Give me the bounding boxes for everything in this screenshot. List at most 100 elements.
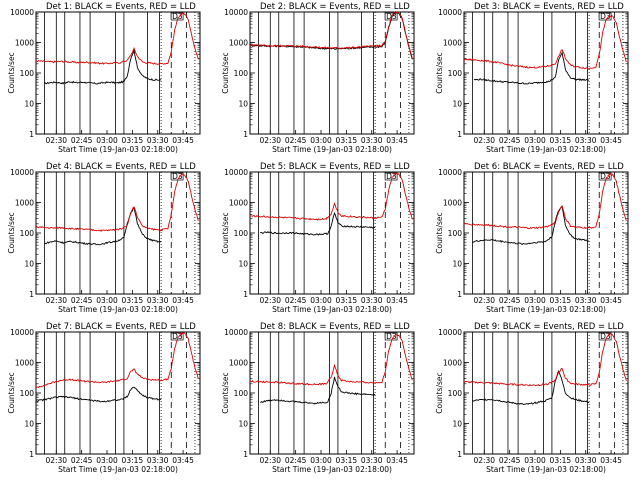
x-axis-label: Start Time (19-Jan-03 02:18:00) [486,305,606,314]
y-tick-label: 10 [452,100,462,109]
y-tick-label: 10000 [224,328,248,337]
y-tick-label: 10000 [438,8,462,17]
panel-title: Det 4: BLACK = Events, RED = LLD [46,162,196,172]
y-tick-label: 10000 [10,328,34,337]
y-tick-label: 100 [448,69,463,78]
plot-frame [249,331,415,455]
lld-series-line [464,15,627,70]
x-tick-label: 03:30 [147,456,169,465]
marker-label: D3 [600,172,611,181]
x-tick-label: 03:00 [524,136,546,145]
y-tick-label: 10 [238,100,248,109]
events-series-line [44,49,162,85]
x-tick-label: 02:45 [499,136,521,145]
x-tick-label: 03:30 [147,296,169,305]
x-tick-label: 02:30 [259,456,281,465]
y-tick-label: 1 [457,130,462,139]
x-tick-label: 03:45 [600,456,622,465]
y-tick-label: 10 [452,420,462,429]
x-tick-label: 03:45 [600,296,622,305]
x-tick-label: 03:00 [96,456,118,465]
plot-frame [35,11,201,135]
events-series-line [472,206,590,246]
x-tick-label: 03:00 [310,456,332,465]
x-tick-label: 03:30 [361,136,383,145]
y-tick-label: 1000 [15,199,34,208]
x-tick-label: 03:30 [575,456,597,465]
plot-frame [249,11,415,135]
x-tick-label: 02:45 [285,136,307,145]
panel-title: Det 3: BLACK = Events, RED = LLD [474,2,624,12]
lld-series-line [35,173,199,232]
y-axis-label: Counts/sec [7,372,16,413]
y-tick-label: 10 [452,260,462,269]
x-tick-label: 02:45 [499,456,521,465]
y-tick-label: 100 [20,389,35,398]
x-tick-label: 02:30 [45,456,67,465]
x-tick-label: 03:00 [96,296,118,305]
x-tick-label: 03:15 [336,456,358,465]
y-tick-label: 1 [457,290,462,299]
y-tick-label: 1000 [443,359,462,368]
panel-title: Det 9: BLACK = Events, RED = LLD [474,322,624,332]
x-tick-label: 02:45 [71,136,93,145]
marker-label: D3 [600,12,611,21]
panel-title: Det 5: BLACK = Events, RED = LLD [260,162,410,172]
x-tick-label: 03:15 [122,136,144,145]
lld-series-line [249,334,413,386]
x-tick-label: 03:45 [386,296,408,305]
y-tick-label: 1000 [229,199,248,208]
y-tick-label: 100 [448,229,463,238]
y-tick-label: 10000 [10,8,34,17]
x-axis-label: Start Time (19-Jan-03 02:18:00) [58,465,178,474]
x-tick-label: 03:00 [96,136,118,145]
marker-label: D3 [172,12,183,21]
x-tick-label: 02:45 [285,296,307,305]
x-axis-label: Start Time (19-Jan-03 02:18:00) [58,305,178,314]
y-tick-label: 1000 [15,359,34,368]
events-series-line [472,369,590,406]
y-tick-label: 1 [243,290,248,299]
y-axis-label: Counts/sec [7,212,16,253]
y-tick-label: 100 [20,229,35,238]
y-tick-label: 1 [29,450,34,459]
x-tick-label: 02:30 [259,296,281,305]
x-tick-label: 03:15 [122,456,144,465]
x-tick-label: 02:30 [473,296,495,305]
panel-title: Det 1: BLACK = Events, RED = LLD [46,2,196,12]
x-tick-label: 03:15 [122,296,144,305]
marker-box [598,172,612,181]
x-tick-label: 03:15 [550,136,572,145]
y-axis-label: Counts/sec [221,52,230,93]
events-series-line [259,211,376,236]
x-tick-label: 03:00 [310,136,332,145]
marker-box [170,172,184,181]
x-tick-label: 03:15 [550,296,572,305]
marker-box [598,332,612,341]
x-tick-label: 02:45 [285,456,307,465]
x-tick-label: 03:45 [386,136,408,145]
y-tick-label: 100 [234,389,249,398]
y-tick-label: 100 [20,69,35,78]
panel-title: Det 6: BLACK = Events, RED = LLD [474,162,624,172]
y-axis-label: Counts/sec [221,372,230,413]
y-tick-label: 1000 [443,199,462,208]
y-tick-label: 10000 [438,328,462,337]
lld-series-line [35,331,199,389]
y-tick-label: 1000 [443,39,462,48]
y-tick-label: 10 [238,420,248,429]
x-tick-label: 03:45 [600,136,622,145]
marker-label: D3 [386,332,397,341]
panel-title: Det 2: BLACK = Events, RED = LLD [260,2,410,12]
y-axis-label: Counts/sec [7,52,16,93]
panel-title: Det 8: BLACK = Events, RED = LLD [260,322,410,332]
x-axis-label: Start Time (19-Jan-03 02:18:00) [486,465,606,474]
y-tick-label: 10000 [438,168,462,177]
